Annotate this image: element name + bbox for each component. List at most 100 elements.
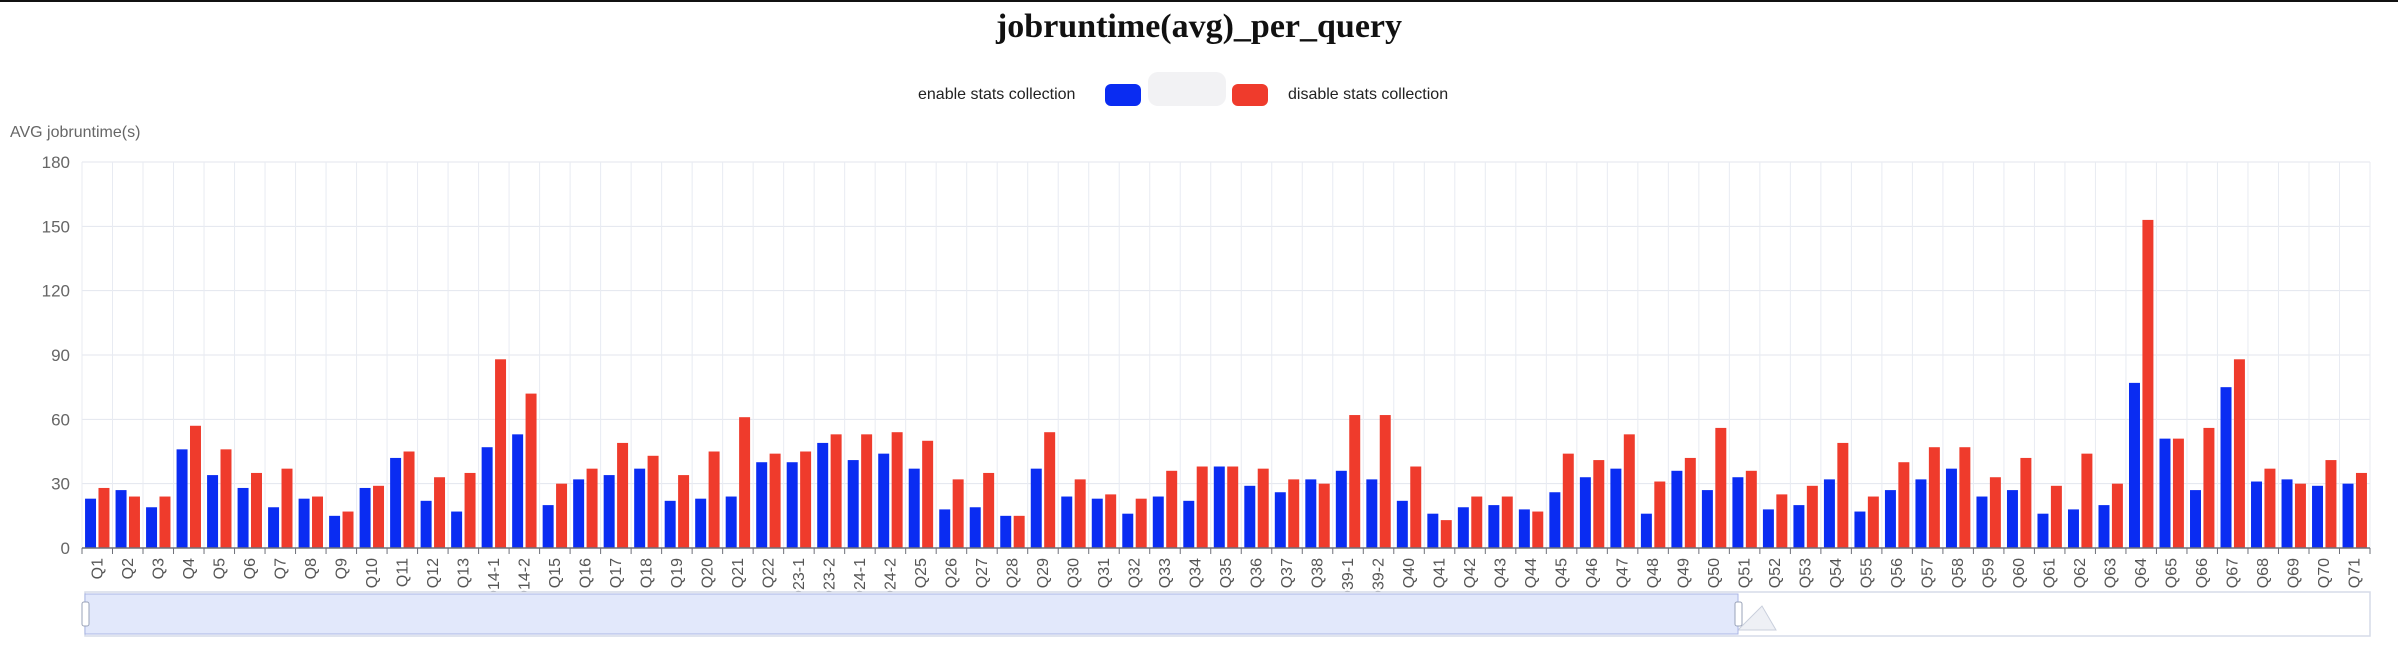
bar-disable-Q8[interactable] <box>312 496 324 548</box>
bar-enable-Q44[interactable] <box>1518 509 1530 548</box>
bar-disable-Q39-1[interactable] <box>1349 415 1361 548</box>
bar-disable-Q4[interactable] <box>189 425 201 548</box>
bar-disable-Q71[interactable] <box>2355 472 2367 548</box>
bar-disable-Q70[interactable] <box>2325 460 2337 548</box>
bar-disable-Q61[interactable] <box>2050 485 2062 548</box>
bar-disable-Q24-2[interactable] <box>891 432 903 548</box>
bar-enable-Q41[interactable] <box>1427 513 1439 548</box>
bar-enable-Q67[interactable] <box>2220 387 2232 548</box>
bar-enable-Q14-1[interactable] <box>481 447 493 548</box>
bar-enable-Q43[interactable] <box>1488 505 1500 548</box>
bar-enable-Q42[interactable] <box>1457 507 1469 548</box>
bar-enable-Q60[interactable] <box>2006 490 2018 548</box>
bar-disable-Q30[interactable] <box>1074 479 1086 548</box>
bar-enable-Q26[interactable] <box>939 509 951 548</box>
bar-enable-Q49[interactable] <box>1671 470 1683 548</box>
bar-enable-Q38[interactable] <box>1305 479 1317 548</box>
bar-disable-Q10[interactable] <box>373 485 385 548</box>
bar-disable-Q43[interactable] <box>1501 496 1513 548</box>
bar-enable-Q55[interactable] <box>1854 511 1866 548</box>
bar-enable-Q50[interactable] <box>1701 490 1713 548</box>
bar-disable-Q68[interactable] <box>2264 468 2276 548</box>
zoom-handle-right[interactable] <box>1734 601 1743 627</box>
bar-enable-Q30[interactable] <box>1061 496 1073 548</box>
zoom-handle-left[interactable] <box>81 601 90 627</box>
bar-disable-Q18[interactable] <box>647 455 659 548</box>
bar-enable-Q23-2[interactable] <box>817 442 829 548</box>
bar-enable-Q20[interactable] <box>695 498 707 548</box>
bar-enable-Q66[interactable] <box>2190 490 2201 548</box>
bar-disable-Q11[interactable] <box>403 451 415 549</box>
bar-enable-Q6[interactable] <box>237 487 249 548</box>
zoom-slider[interactable] <box>81 591 2371 637</box>
bar-disable-Q42[interactable] <box>1471 496 1483 548</box>
bar-enable-Q17[interactable] <box>603 475 615 548</box>
bar-disable-Q1[interactable] <box>98 487 110 548</box>
bar-disable-Q9[interactable] <box>342 511 354 548</box>
bar-disable-Q62[interactable] <box>2081 453 2093 548</box>
bar-disable-Q44[interactable] <box>1532 511 1544 548</box>
bar-disable-Q22[interactable] <box>769 453 781 548</box>
bar-enable-Q59[interactable] <box>1976 496 1988 548</box>
bar-enable-Q21[interactable] <box>725 496 737 548</box>
bar-disable-Q2[interactable] <box>128 496 140 548</box>
bar-disable-Q14-1[interactable] <box>495 359 507 548</box>
bar-enable-Q54[interactable] <box>1823 479 1835 548</box>
bar-disable-Q20[interactable] <box>708 451 720 549</box>
bar-enable-Q63[interactable] <box>2098 505 2110 548</box>
bar-enable-Q36[interactable] <box>1244 485 1256 548</box>
bar-enable-Q71[interactable] <box>2342 483 2354 548</box>
bar-disable-Q7[interactable] <box>281 468 293 548</box>
bar-enable-Q45[interactable] <box>1549 492 1561 548</box>
bar-enable-Q68[interactable] <box>2251 481 2263 548</box>
bar-disable-Q28[interactable] <box>1013 515 1025 548</box>
bar-enable-Q35[interactable] <box>1213 466 1225 548</box>
bar-disable-Q39-2[interactable] <box>1379 415 1391 548</box>
bar-disable-Q66[interactable] <box>2203 427 2215 548</box>
bar-disable-Q3[interactable] <box>159 496 171 548</box>
bar-disable-Q27[interactable] <box>983 472 995 548</box>
bar-disable-Q14-2[interactable] <box>525 393 537 548</box>
bar-enable-Q57[interactable] <box>1915 479 1927 548</box>
bar-disable-Q48[interactable] <box>1654 481 1666 548</box>
bar-enable-Q23-1[interactable] <box>786 462 798 548</box>
bar-enable-Q14-2[interactable] <box>512 434 524 548</box>
bar-disable-Q13[interactable] <box>464 472 476 548</box>
bar-disable-Q16[interactable] <box>586 468 598 548</box>
bar-disable-Q58[interactable] <box>1959 447 1971 548</box>
bar-enable-Q13[interactable] <box>451 511 463 548</box>
bar-disable-Q33[interactable] <box>1166 470 1178 548</box>
bar-disable-Q36[interactable] <box>1257 468 1269 548</box>
bar-disable-Q50[interactable] <box>1715 427 1727 548</box>
bar-disable-Q17[interactable] <box>617 442 629 548</box>
bar-disable-Q65[interactable] <box>2172 438 2184 548</box>
bar-enable-Q47[interactable] <box>1610 468 1622 548</box>
bar-enable-Q9[interactable] <box>329 515 341 548</box>
bar-disable-Q49[interactable] <box>1684 457 1696 548</box>
bar-disable-Q15[interactable] <box>556 483 568 548</box>
bar-enable-Q11[interactable] <box>390 457 402 548</box>
bar-disable-Q5[interactable] <box>220 449 232 548</box>
bar-disable-Q34[interactable] <box>1196 466 1208 548</box>
legend-item-disable[interactable]: disable stats collection <box>1232 80 1448 110</box>
bar-disable-Q41[interactable] <box>1440 520 1452 548</box>
bar-enable-Q3[interactable] <box>146 507 158 548</box>
bar-disable-Q45[interactable] <box>1562 453 1574 548</box>
bar-disable-Q51[interactable] <box>1745 470 1757 548</box>
bar-disable-Q54[interactable] <box>1837 442 1849 548</box>
bar-enable-Q31[interactable] <box>1091 498 1103 548</box>
bar-enable-Q46[interactable] <box>1579 477 1591 548</box>
bar-enable-Q52[interactable] <box>1762 509 1774 548</box>
bar-disable-Q63[interactable] <box>2111 483 2123 548</box>
bar-disable-Q59[interactable] <box>1989 477 2001 548</box>
bar-disable-Q26[interactable] <box>952 479 964 548</box>
bar-disable-Q69[interactable] <box>2294 483 2306 548</box>
bar-disable-Q52[interactable] <box>1776 494 1788 548</box>
bar-disable-Q24-1[interactable] <box>861 434 873 548</box>
bar-enable-Q48[interactable] <box>1640 513 1652 548</box>
bar-enable-Q5[interactable] <box>207 475 219 548</box>
bar-enable-Q19[interactable] <box>664 500 676 548</box>
bar-enable-Q34[interactable] <box>1183 500 1195 548</box>
bar-enable-Q12[interactable] <box>420 500 432 548</box>
bar-disable-Q37[interactable] <box>1288 479 1300 548</box>
